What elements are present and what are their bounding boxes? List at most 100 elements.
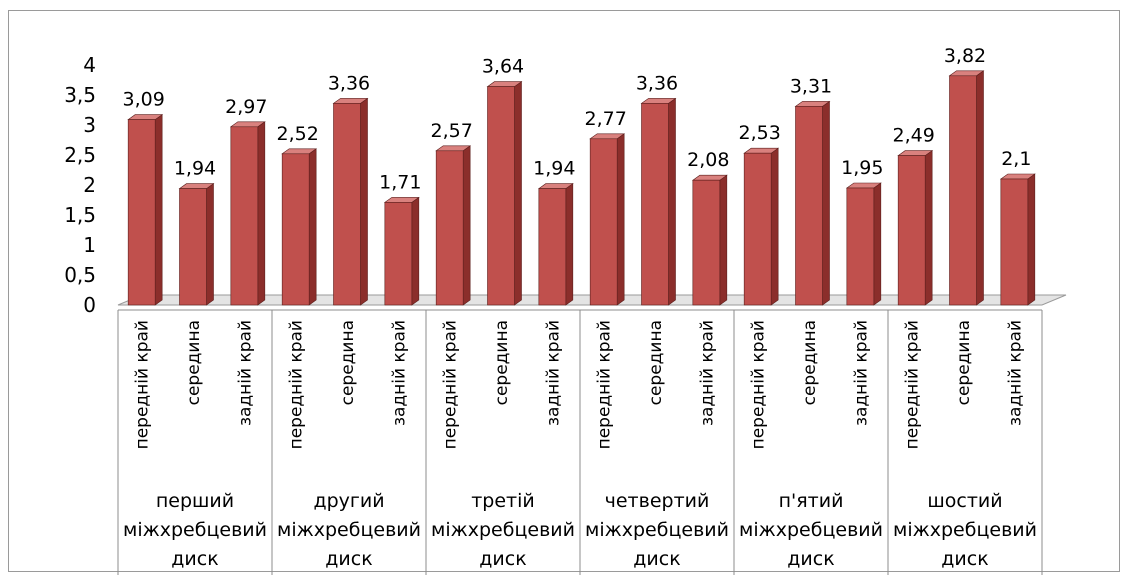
bar-side <box>719 174 728 306</box>
bar <box>487 86 515 306</box>
bar-side <box>565 183 574 306</box>
y-tick-label: 3 <box>83 113 96 137</box>
group-label: диск <box>633 548 680 570</box>
y-tick-label: 2 <box>83 173 96 197</box>
bar-side <box>924 150 933 306</box>
bar <box>949 75 977 306</box>
group-label: міжхребцевий <box>739 519 883 541</box>
x-tick-label: середина <box>184 320 204 405</box>
bar-side <box>257 121 266 306</box>
bar-side <box>514 81 522 306</box>
group-label: третій <box>471 490 535 512</box>
data-label: 2,08 <box>687 149 729 171</box>
bar-side <box>462 145 471 306</box>
x-tick-label: середина <box>954 320 974 405</box>
bar-side <box>206 183 214 306</box>
group-label: диск <box>171 548 218 570</box>
bar-side <box>411 196 420 306</box>
x-tick-label: передній край <box>903 320 923 449</box>
data-label: 2,1 <box>1001 148 1031 170</box>
x-tick-label: задній край <box>543 320 563 426</box>
bar-side <box>873 182 882 306</box>
bar <box>281 153 310 306</box>
bar-side <box>360 97 368 306</box>
x-tick-label: середина <box>800 320 820 405</box>
group-label: міжхребцевий <box>431 519 575 541</box>
group-label: перший <box>156 490 234 512</box>
data-label: 3,09 <box>123 89 165 111</box>
bar <box>435 150 464 306</box>
x-tick-label: передній край <box>595 320 615 449</box>
data-label: 2,77 <box>585 108 627 130</box>
data-label: 2,97 <box>225 96 267 118</box>
x-tick-label: передній край <box>749 320 769 449</box>
bar-side <box>308 148 317 306</box>
data-label: 3,31 <box>790 75 832 97</box>
x-tick-label: задній край <box>1005 320 1025 426</box>
y-tick-label: 0 <box>83 293 96 317</box>
bar <box>538 188 567 306</box>
bar <box>897 155 926 306</box>
bar <box>333 103 361 306</box>
y-tick-label: 3,5 <box>64 83 96 107</box>
x-tick-label: передній край <box>287 320 307 449</box>
bar-side <box>822 100 830 306</box>
group-label: диск <box>479 548 526 570</box>
x-tick-label: задній край <box>697 320 717 426</box>
group-label: диск <box>325 548 372 570</box>
y-tick-label: 4 <box>83 53 96 77</box>
bar <box>795 106 823 306</box>
bar <box>230 126 259 306</box>
bar <box>589 138 618 306</box>
x-tick-label: середина <box>338 320 358 405</box>
bar-side <box>616 133 625 306</box>
y-tick-label: 1 <box>83 233 96 257</box>
bar <box>641 103 669 306</box>
y-tick-label: 0,5 <box>64 263 96 287</box>
group-label: міжхребцевий <box>277 519 421 541</box>
data-label: 1,71 <box>379 171 421 193</box>
x-tick-label: задній край <box>389 320 409 426</box>
group-label: міжхребцевий <box>585 519 729 541</box>
data-label: 3,82 <box>944 45 986 67</box>
data-label: 1,95 <box>841 157 883 179</box>
bar-side <box>976 70 984 306</box>
group-label: диск <box>787 548 834 570</box>
bar <box>692 179 721 306</box>
data-label: 3,36 <box>636 72 678 94</box>
y-tick-label: 2,5 <box>64 143 96 167</box>
group-label: п'ятий <box>779 490 844 512</box>
group-label: четвертий <box>605 490 710 512</box>
bar-side <box>770 147 779 306</box>
bar-side <box>668 97 676 306</box>
x-tick-label: передній край <box>133 320 153 449</box>
bar <box>179 188 207 306</box>
group-label: шостий <box>927 490 1002 512</box>
bar-side <box>1027 173 1036 306</box>
bar <box>1000 178 1029 306</box>
group-label: міжхребцевий <box>893 519 1037 541</box>
x-tick-label: середина <box>646 320 666 405</box>
data-label: 2,57 <box>431 120 473 142</box>
y-tick-label: 1,5 <box>64 203 96 227</box>
bar-side <box>154 114 163 306</box>
x-tick-label: задній край <box>235 320 255 426</box>
x-tick-label: середина <box>492 320 512 405</box>
group-label: другий <box>313 490 384 512</box>
bar <box>846 187 875 306</box>
data-label: 3,36 <box>328 72 370 94</box>
bar <box>743 152 772 306</box>
bar <box>127 119 156 306</box>
group-label: диск <box>941 548 988 570</box>
data-label: 2,52 <box>277 123 319 145</box>
x-tick-label: задній край <box>851 320 871 426</box>
data-label: 2,49 <box>893 125 935 147</box>
data-label: 1,94 <box>174 158 216 180</box>
x-tick-label: передній край <box>441 320 461 449</box>
bar <box>384 202 413 306</box>
group-label: міжхребцевий <box>123 519 267 541</box>
data-label: 2,53 <box>739 122 781 144</box>
data-label: 3,64 <box>482 56 524 78</box>
data-label: 1,94 <box>533 158 575 180</box>
